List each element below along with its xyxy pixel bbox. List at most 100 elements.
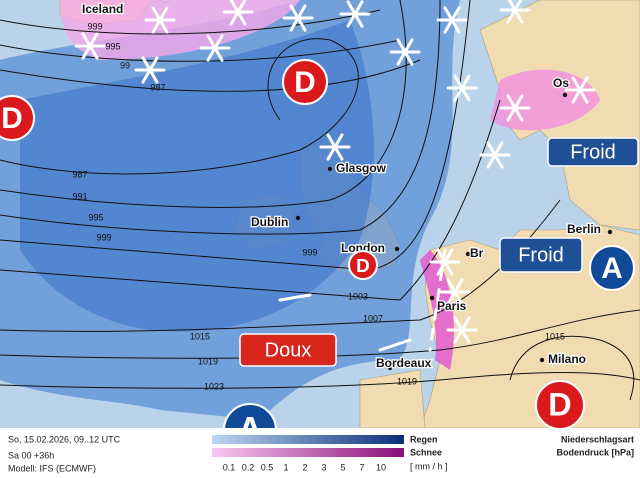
airmass-box	[499, 237, 583, 273]
snowflake-arm	[506, 0, 523, 24]
isobar-label: 999	[87, 21, 102, 31]
legend-tick: 1	[283, 462, 288, 472]
snowflake-arm	[229, 0, 247, 26]
pressure-system: D	[0, 95, 35, 141]
snowflake	[144, 6, 176, 34]
pressure-circle	[282, 59, 328, 105]
isobar-label: 1003	[348, 291, 368, 301]
pressure-system-label: D	[294, 66, 315, 99]
isobar-label: 987	[150, 82, 165, 92]
pressure-circle	[0, 95, 35, 141]
snowflake-arm	[453, 74, 471, 102]
snowflake-arm	[326, 133, 344, 161]
front	[278, 248, 447, 352]
airmass-label: Froid	[570, 141, 616, 163]
snowflake-arm	[289, 4, 307, 32]
city-dot	[387, 365, 393, 371]
model: Modell: IFS (ECMWF)	[8, 463, 96, 473]
pressure-system: A	[589, 245, 635, 291]
snowflake	[499, 0, 531, 24]
run: Sa 00 +36h	[8, 450, 54, 460]
date: So, 15.02.2026, 09..12 UTC	[8, 434, 121, 444]
rain-scale	[212, 435, 404, 444]
city-label: London	[341, 241, 385, 255]
snowflake-arm	[506, 94, 524, 122]
city-dot	[562, 92, 568, 98]
snowflake-arm	[346, 0, 364, 28]
isobars	[0, 0, 640, 401]
city-label: Berlin	[567, 222, 601, 236]
snowflake-arm	[81, 32, 99, 60]
pressure-circle	[589, 245, 635, 291]
snowflake	[282, 4, 314, 32]
snowflake-arm	[396, 38, 414, 66]
pressure-system: D	[348, 250, 378, 280]
airmass-label: Froid	[518, 244, 564, 266]
isobar-label: 991	[72, 191, 87, 201]
snowflake-arm	[453, 316, 471, 344]
city-dot	[295, 215, 301, 221]
city-dot	[465, 251, 471, 257]
snowflake	[339, 0, 371, 28]
city-label: Br	[470, 246, 484, 260]
snow-symbols	[74, 0, 596, 344]
isobar-label: 995	[88, 212, 103, 222]
airmass-box	[547, 137, 639, 167]
pressure-system-label: D	[356, 256, 370, 277]
snowflake	[446, 316, 478, 344]
city-label: Iceland	[82, 2, 123, 16]
isobar-label: 99	[120, 60, 130, 70]
city-dot	[539, 357, 545, 363]
legend-tick: 10	[376, 462, 386, 472]
city-dot	[394, 246, 400, 252]
snowflake	[564, 76, 596, 104]
rain-label: Regen	[410, 434, 438, 444]
snowflake	[436, 6, 468, 34]
legend-tick: 0.1	[223, 462, 236, 472]
snowflake	[499, 94, 531, 122]
snowflake	[479, 141, 511, 169]
snowflake	[439, 278, 471, 306]
snowflake-arm	[151, 6, 169, 34]
isobar-label: 1019	[198, 356, 218, 366]
snowflake-arm	[141, 56, 159, 84]
unit: [ mm / h ]	[410, 461, 448, 471]
snowflake	[389, 38, 421, 66]
isobar-label: 995	[105, 41, 120, 51]
pressure-system-label: D	[548, 387, 571, 423]
pressure-title: Bodendruck [hPa]	[556, 447, 634, 457]
snowflake-arm	[436, 248, 454, 276]
pressure-system: D	[535, 380, 585, 430]
city-label: Bordeaux	[376, 356, 432, 370]
snowflake	[319, 133, 351, 161]
isobar-label: 1015	[545, 331, 565, 341]
pressure-system: D	[282, 59, 328, 105]
snow-label: Schnee	[410, 447, 442, 457]
snowflake	[429, 248, 461, 276]
legend-tick: 0.5	[261, 462, 274, 472]
legend-tick: 2	[302, 462, 307, 472]
snowflake-arm	[206, 34, 224, 62]
precipitation	[0, 0, 600, 420]
isobar-label: 987	[72, 169, 87, 179]
city-label: Paris	[437, 299, 467, 313]
snowflake	[222, 0, 254, 26]
legend-tick: 5	[340, 462, 345, 472]
snowflake-arm	[571, 76, 589, 104]
snowflake	[74, 32, 106, 60]
snow-scale	[212, 448, 404, 457]
legend-tick: 0.2	[242, 462, 255, 472]
pressure-circle	[348, 250, 378, 280]
legend-tick: 7	[359, 462, 364, 472]
snowflake	[199, 34, 231, 62]
type-title: Niederschlagsart	[561, 434, 634, 444]
legend-tick: 3	[321, 462, 326, 472]
city-label: Milano	[548, 352, 586, 366]
city-label: Glasgow	[336, 161, 387, 175]
snowflake	[134, 56, 166, 84]
isobar-label: 1023	[204, 381, 224, 391]
city-dot	[327, 166, 333, 172]
isobar-label: 999	[302, 247, 317, 257]
snowflake-arm	[443, 6, 461, 34]
